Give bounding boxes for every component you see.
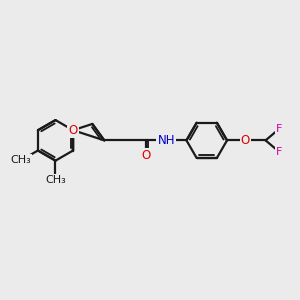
Text: F: F [276,124,282,134]
Text: F: F [276,146,282,157]
Text: O: O [241,134,250,147]
Text: O: O [68,124,78,137]
Text: CH₃: CH₃ [11,155,32,165]
Text: O: O [141,149,151,162]
Text: NH: NH [158,134,175,147]
Text: CH₃: CH₃ [45,175,66,185]
